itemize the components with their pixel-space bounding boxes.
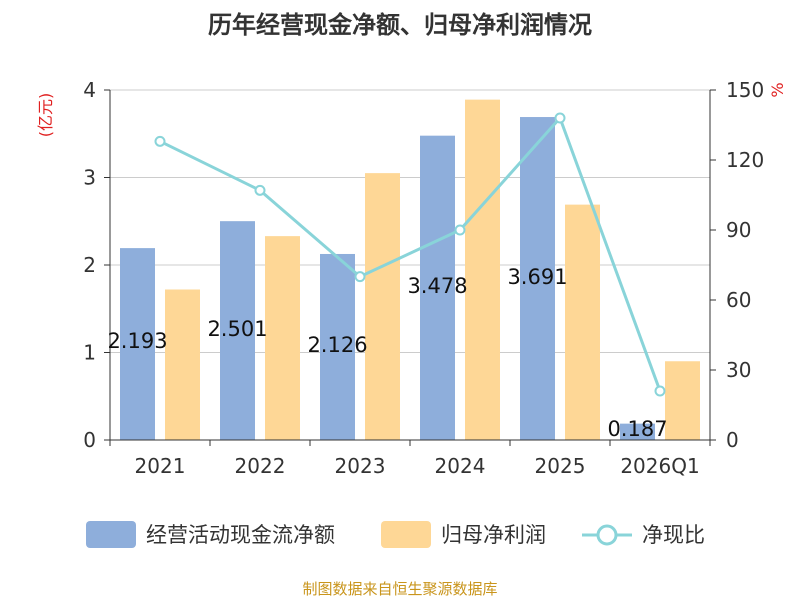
x-tick-label: 2021 (135, 454, 186, 478)
right-tick-label: 0 (726, 428, 739, 452)
bar-cash-flow (620, 423, 655, 440)
legend-label-ratio: 净现比 (642, 523, 705, 547)
x-tick-label: 2024 (435, 454, 486, 478)
bar-data-label: 0.187 (607, 417, 667, 441)
bar-data-labels: 2.193 2.501 2.126 3.478 3.691 0.187 (107, 265, 667, 441)
legend-swatch-net-profit (381, 521, 431, 548)
bar-net-profit (165, 289, 200, 440)
left-tick-label: 4 (83, 78, 96, 102)
cash-flow-bars (120, 117, 655, 441)
legend-label-cash-flow: 经营活动现金流净额 (146, 523, 335, 547)
gridlines (110, 89, 710, 353)
left-tick-label: 2 (83, 253, 96, 277)
x-tick-label: 2023 (335, 454, 386, 478)
ratio-point (654, 385, 666, 397)
x-tick-label: 2026Q1 (620, 454, 699, 478)
net-profit-bars (165, 99, 700, 440)
axes (104, 89, 716, 446)
bar-net-profit (665, 361, 700, 440)
bar-data-label: 2.501 (207, 317, 267, 341)
legend-item-cash-flow[interactable]: 经营活动现金流净额 (86, 521, 335, 548)
source-note: 制图数据来自恒生聚源数据库 (302, 580, 497, 598)
left-tick-label: 3 (83, 166, 96, 190)
legend-item-ratio[interactable]: 净现比 (582, 523, 705, 547)
bar-data-label: 2.193 (107, 329, 167, 353)
legend: 经营活动现金流净额 归母净利润 净现比 (86, 521, 705, 548)
ratio-point (254, 184, 266, 196)
bar-data-label: 3.478 (407, 274, 467, 298)
bar-net-profit (465, 99, 500, 440)
chart-title: 历年经营现金净额、归母净利润情况 (208, 11, 592, 39)
left-axis-ticks: 0 1 2 3 4 (83, 78, 96, 452)
right-axis-ticks: 0 30 60 90 120 150 (726, 78, 764, 452)
bar-data-label: 3.691 (507, 265, 567, 289)
bar-net-profit (365, 173, 400, 440)
right-tick-label: 150 (726, 78, 764, 102)
right-tick-label: 30 (726, 358, 751, 382)
legend-swatch-ratio-marker (596, 524, 618, 546)
x-axis-ticks: 2021 2022 2023 2024 2025 2026Q1 (135, 454, 700, 478)
ratio-point (454, 224, 466, 236)
bar-cash-flow (520, 117, 555, 440)
ratio-point (554, 112, 566, 124)
ratio-line-series (154, 112, 666, 397)
ratio-point (354, 271, 366, 283)
left-axis-unit: (亿元) (36, 93, 55, 138)
legend-swatch-cash-flow (86, 521, 136, 548)
bar-cash-flow (320, 253, 355, 440)
bar-cash-flow (120, 248, 155, 440)
bar-net-profit (265, 236, 300, 440)
bar-data-label: 2.126 (307, 333, 367, 357)
bar-cash-flow (220, 221, 255, 440)
right-tick-label: 90 (726, 218, 751, 242)
legend-item-net-profit[interactable]: 归母净利润 (381, 521, 546, 548)
left-tick-label: 1 (83, 341, 96, 365)
right-axis-unit: % (768, 82, 787, 97)
x-tick-label: 2022 (235, 454, 286, 478)
bar-net-profit (565, 204, 600, 440)
legend-label-net-profit: 归母净利润 (441, 523, 546, 547)
right-tick-label: 120 (726, 148, 764, 172)
ratio-line (159, 115, 662, 392)
ratio-point (154, 135, 166, 147)
right-tick-label: 60 (726, 288, 751, 312)
bar-cash-flow (420, 135, 455, 441)
left-tick-label: 0 (83, 428, 96, 452)
x-tick-label: 2025 (535, 454, 586, 478)
